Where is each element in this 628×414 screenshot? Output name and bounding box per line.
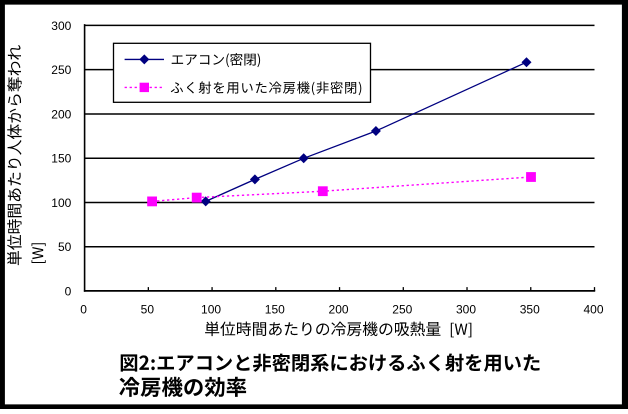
svg-text:300: 300 (51, 19, 71, 33)
svg-text:200: 200 (329, 303, 349, 317)
svg-text:0: 0 (80, 303, 87, 317)
svg-text:250: 250 (51, 63, 71, 77)
svg-text:150: 150 (265, 303, 285, 317)
svg-text:150: 150 (51, 152, 71, 166)
svg-text:0: 0 (65, 284, 72, 298)
svg-text:300: 300 (456, 303, 476, 317)
svg-text:250: 250 (392, 303, 412, 317)
svg-text:350: 350 (520, 303, 540, 317)
svg-text:100: 100 (51, 196, 71, 210)
svg-text:100: 100 (201, 303, 221, 317)
svg-text:50: 50 (58, 240, 72, 254)
svg-text:50: 50 (141, 303, 155, 317)
svg-text:400: 400 (583, 303, 603, 317)
svg-text:200: 200 (51, 107, 71, 121)
